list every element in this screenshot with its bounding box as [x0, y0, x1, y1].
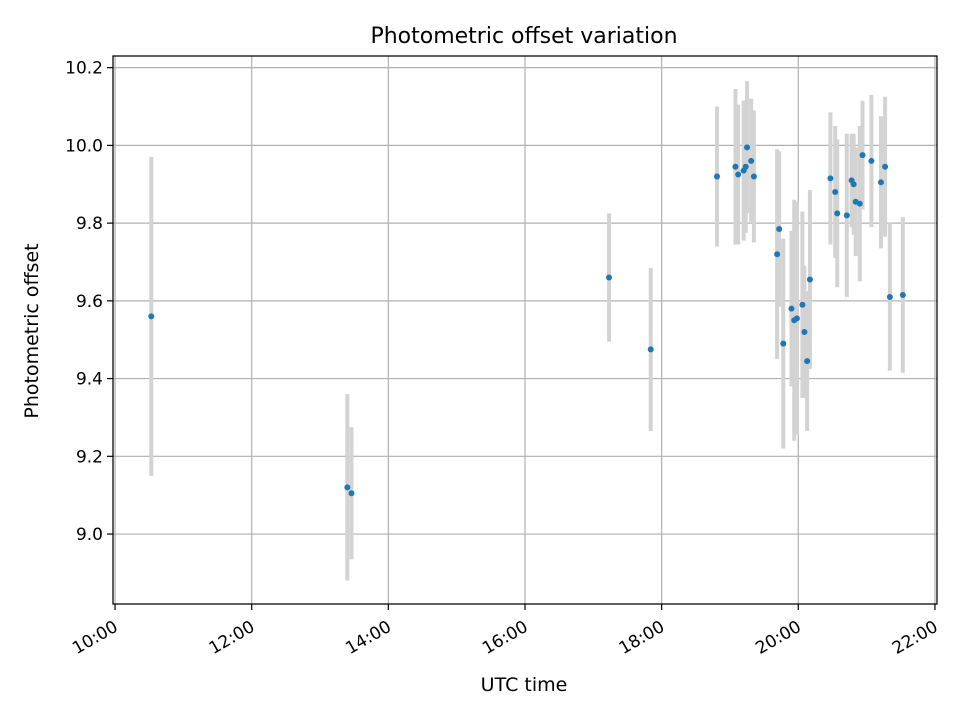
- data-point-26: [843, 212, 850, 219]
- data-point-1: [344, 484, 351, 491]
- data-point-36: [899, 292, 906, 299]
- data-point-7: [735, 171, 742, 178]
- y-axis-ticks: 9.0 9.2 9.4 9.6 9.8 10.0 10.2: [65, 59, 113, 545]
- data-point-11: [748, 157, 755, 164]
- y-axis-label: Photometric offset: [21, 243, 43, 418]
- y-tick-label-0: 9.0: [76, 525, 103, 545]
- data-points: [148, 144, 906, 497]
- data-point-12: [750, 173, 757, 180]
- data-point-15: [780, 340, 787, 347]
- data-point-23: [827, 175, 834, 182]
- data-point-35: [886, 293, 893, 300]
- chart-title: Photometric offset variation: [370, 24, 677, 49]
- data-point-34: [882, 163, 889, 170]
- data-point-6: [732, 163, 739, 170]
- data-point-9: [742, 163, 749, 170]
- data-point-22: [806, 276, 813, 283]
- data-point-20: [801, 328, 808, 335]
- data-point-10: [744, 144, 751, 151]
- data-point-16: [788, 305, 795, 312]
- y-tick-label-3: 9.6: [76, 292, 103, 312]
- data-point-2: [348, 490, 355, 497]
- data-point-5: [713, 173, 720, 180]
- data-point-32: [868, 157, 875, 164]
- data-point-14: [776, 225, 783, 232]
- y-tick-label-2: 9.4: [76, 370, 103, 390]
- x-axis-label: UTC time: [481, 674, 568, 696]
- data-point-18: [793, 315, 800, 322]
- y-tick-label-6: 10.2: [65, 59, 103, 79]
- y-tick-label-5: 10.0: [65, 136, 103, 156]
- data-point-24: [832, 189, 839, 196]
- data-point-0: [148, 313, 155, 320]
- data-point-31: [859, 152, 866, 159]
- data-point-4: [647, 346, 654, 353]
- data-point-33: [877, 179, 884, 186]
- y-tick-label-1: 9.2: [76, 447, 103, 467]
- y-tick-label-4: 9.8: [76, 214, 103, 234]
- data-point-30: [856, 200, 863, 207]
- data-point-21: [804, 358, 811, 365]
- data-point-3: [606, 274, 613, 281]
- data-point-13: [774, 251, 781, 258]
- data-point-25: [834, 210, 841, 217]
- data-point-19: [799, 301, 806, 308]
- data-point-28: [850, 181, 857, 188]
